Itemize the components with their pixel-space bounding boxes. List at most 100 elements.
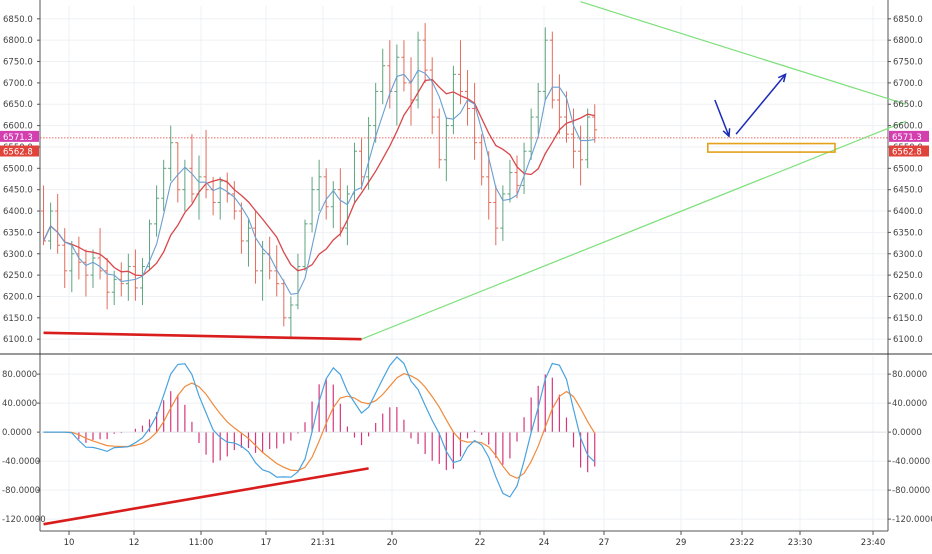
price-tick-label-left: 6650.0 xyxy=(3,100,33,110)
candle xyxy=(585,108,591,169)
osc-tick-label-right: 40.0000 xyxy=(892,399,927,409)
oscillator-panel xyxy=(40,356,888,526)
candle xyxy=(203,129,209,199)
candle xyxy=(493,185,499,246)
candle xyxy=(168,125,174,182)
candle xyxy=(83,249,89,297)
candle xyxy=(373,82,379,143)
candle xyxy=(457,40,463,105)
price-tick-label-left: 6850.0 xyxy=(3,15,33,25)
price-tick-label-left: 6800.0 xyxy=(3,36,33,46)
candle xyxy=(500,185,506,241)
osc-tick-label-left: 80.0000 xyxy=(2,370,37,380)
candle xyxy=(189,134,195,203)
candle xyxy=(302,219,308,271)
price-badge-left: 6562.8 xyxy=(0,145,39,157)
candle xyxy=(450,65,456,135)
candle xyxy=(359,138,365,190)
candle xyxy=(253,211,259,284)
candle xyxy=(295,253,301,310)
price-tick-label-left: 6400.0 xyxy=(3,207,33,217)
x-tick-label: 20 xyxy=(387,538,398,548)
candle xyxy=(260,240,266,301)
candle xyxy=(245,219,251,267)
projection-arrowhead xyxy=(777,73,787,83)
candle xyxy=(521,142,527,194)
candle xyxy=(125,253,131,301)
price-badge-bg xyxy=(889,130,929,142)
candle xyxy=(514,155,520,199)
moving-averages xyxy=(42,69,595,295)
candle xyxy=(288,296,294,340)
slow-moving-average-line xyxy=(42,78,595,277)
price-badge-left-bg xyxy=(0,130,39,142)
price-tick-label-right: 6100.0 xyxy=(893,335,923,345)
x-tick-label: 17 xyxy=(261,538,272,548)
x-tick-label: 23:22 xyxy=(730,538,755,548)
candle xyxy=(55,193,61,254)
price-tick-label-right: 6650.0 xyxy=(893,100,923,110)
candle xyxy=(139,258,145,306)
x-tick-label: 11:00 xyxy=(189,538,214,548)
green-trendline xyxy=(580,1,906,105)
price-badge-left-bg xyxy=(0,145,39,157)
candle xyxy=(111,270,117,306)
osc-tick-label-left: -120.0000 xyxy=(2,515,46,525)
candle xyxy=(592,104,598,143)
price-badge-bg xyxy=(889,145,929,157)
x-axis: 10 12 11:00 17 21:31 20 22 24 27 29 23:22 23:30 23:4… xyxy=(64,531,886,548)
candle xyxy=(578,125,584,186)
y-axes: 6100.0 6100.0 6150.0 6150.0 6200.0 6200.0 6250… xyxy=(2,15,932,525)
candle xyxy=(337,168,343,237)
x-tick-label: 23:30 xyxy=(788,538,813,548)
price-tick-label-right: 6150.0 xyxy=(893,314,923,324)
candle xyxy=(90,249,96,288)
candle xyxy=(556,74,562,135)
red-trendline xyxy=(43,467,369,526)
price-tick-label-left: 6450.0 xyxy=(3,186,33,196)
fast-moving-average-line xyxy=(43,69,595,295)
candle xyxy=(429,57,435,135)
price-tick-label-right: 6450.0 xyxy=(893,186,923,196)
x-tick-label: 21:31 xyxy=(311,538,336,548)
candle xyxy=(175,142,181,203)
osc-tick-label-right: 0.0000 xyxy=(892,428,922,438)
price-badge-left-label: 6571.3 xyxy=(3,133,33,143)
x-tick-label: 23:40 xyxy=(861,538,886,548)
projection-arrow xyxy=(714,99,730,137)
candle xyxy=(571,108,577,169)
osc-tick-label-right: -40.0000 xyxy=(892,457,930,467)
candle xyxy=(330,181,336,229)
price-badge-label: 6562.8 xyxy=(892,147,922,157)
candle xyxy=(238,202,244,254)
price-tick-label-left: 6300.0 xyxy=(3,250,33,260)
candle xyxy=(309,176,315,233)
candle xyxy=(62,228,68,288)
candle xyxy=(161,159,167,212)
osc-signal-line xyxy=(43,373,596,479)
candle xyxy=(366,117,372,190)
candle xyxy=(104,258,110,310)
osc-main-line xyxy=(43,356,596,498)
green-trendline xyxy=(361,120,906,340)
price-tick-label-left: 6200.0 xyxy=(3,292,33,302)
candle xyxy=(479,134,485,186)
candle xyxy=(436,108,442,169)
candle xyxy=(542,27,548,100)
red-trendline xyxy=(43,331,362,341)
price-tick-label-right: 6350.0 xyxy=(893,228,923,238)
osc-tick-label-left: 40.0000 xyxy=(2,399,37,409)
price-badge-label: 6571.3 xyxy=(892,133,922,143)
candle xyxy=(69,240,75,293)
price-tick-label-left: 6500.0 xyxy=(3,164,33,174)
candle xyxy=(472,82,478,160)
candle xyxy=(528,108,534,160)
projection-arrowhead xyxy=(722,128,731,138)
candle xyxy=(394,44,400,126)
price-tick-label-left: 6250.0 xyxy=(3,271,33,281)
price-badge-left-label: 6562.8 xyxy=(3,147,33,157)
osc-tick-label-right: -80.0000 xyxy=(892,486,930,496)
candle xyxy=(323,168,329,220)
price-tick-label-left: 6350.0 xyxy=(3,228,33,238)
